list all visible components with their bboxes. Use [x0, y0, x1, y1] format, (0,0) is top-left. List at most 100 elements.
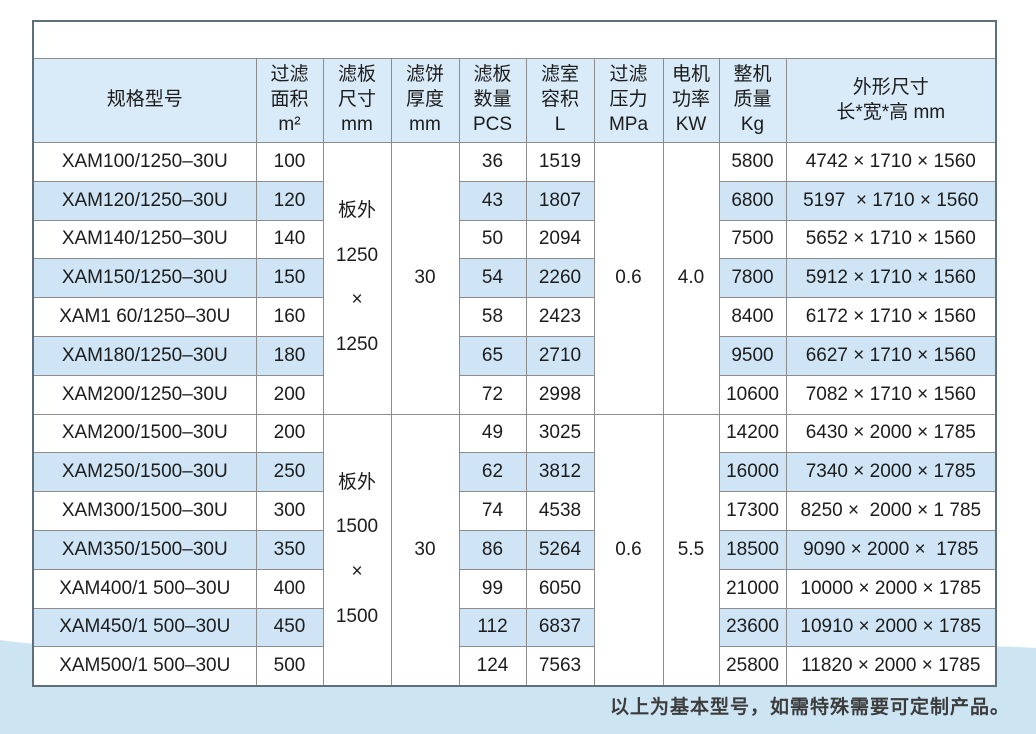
- header-filter-area: 过滤 面积 m²: [255, 58, 324, 143]
- cell-model: XAM100/1250–30U: [32, 142, 257, 182]
- cell-model: XAM200/1500–30U: [32, 413, 257, 454]
- cell-model: XAM250/1500–30U: [32, 452, 257, 493]
- spec-table-container: 自动厢式压滤机 规格型号 过滤 面积 m² 滤板 尺寸 mm 滤饼 厚度 mm …: [32, 20, 998, 688]
- cell-chamber-volume: 2710: [525, 335, 595, 376]
- cell-model: XAM350/1500–30U: [32, 529, 257, 570]
- cell-dimensions: 5197 × 1710 × 1560: [785, 180, 997, 221]
- cell-machine-weight: 6800: [718, 180, 787, 221]
- header-plate-size: 滤板 尺寸 mm: [322, 58, 392, 143]
- table-row: XAM350/1500–30U 350 86 5264 18500 9090 ×…: [32, 529, 997, 570]
- cell-model: XAM180/1250–30U: [32, 335, 257, 376]
- header-chamber-volume: 滤室 容积 L: [525, 58, 595, 143]
- cell-machine-weight: 23600: [718, 607, 787, 648]
- cell-dimensions: 4742 × 1710 × 1560: [785, 142, 997, 182]
- cell-dimensions: 9090 × 2000 × 1785: [785, 529, 997, 570]
- cell-filter-area: 100: [255, 142, 324, 182]
- cell-filter-area: 200: [255, 413, 324, 454]
- cell-filter-area: 300: [255, 491, 324, 531]
- table-row: XAM300/1500–30U 300 74 4538 17300 8250 ×…: [32, 491, 997, 531]
- cell-chamber-volume: 6050: [525, 568, 595, 609]
- cell-plate-count: 112: [458, 607, 527, 648]
- cell-filter-area: 250: [255, 452, 324, 493]
- cell-dimensions: 5912 × 1710 × 1560: [785, 258, 997, 299]
- cell-plate-count: 43: [458, 180, 527, 221]
- cell-plate-size: 板外 1250 × 1250: [322, 142, 392, 415]
- cell-machine-weight: 17300: [718, 491, 787, 531]
- cell-machine-weight: 10600: [718, 374, 787, 415]
- cell-filter-area: 200: [255, 374, 324, 415]
- cell-machine-weight: 14200: [718, 413, 787, 454]
- cell-dimensions: 6172 × 1710 × 1560: [785, 297, 997, 337]
- cell-filter-area: 160: [255, 297, 324, 337]
- cell-plate-count: 62: [458, 452, 527, 493]
- header-plate-count: 滤板 数量 PCS: [458, 58, 527, 143]
- table-row: XAM120/1250–30U 120 43 1807 6800 5197 × …: [32, 180, 997, 221]
- table-row: XAM100/1250–30U 100 板外 1250 × 1250 30 36…: [32, 142, 997, 415]
- cell-plate-count: 124: [458, 646, 527, 687]
- cell-plate-count: 86: [458, 529, 527, 570]
- table-row: XAM500/1 500–30U 500 124 7563 25800 1182…: [32, 646, 997, 687]
- cell-plate-count: 54: [458, 258, 527, 299]
- cell-filter-pressure: 0.6: [593, 413, 664, 687]
- table-row: XAM400/1 500–30U 400 99 6050 21000 10000…: [32, 568, 997, 609]
- cell-plate-count: 74: [458, 491, 527, 531]
- cell-machine-weight: 16000: [718, 452, 787, 493]
- table-row: XAM200/1250–30U 200 72 2998 10600 7082 ×…: [32, 374, 997, 415]
- cell-machine-weight: 7500: [718, 219, 787, 260]
- table-row: XAM1 60/1250–30U 160 58 2423 8400 6172 ×…: [32, 297, 997, 337]
- cell-filter-area: 180: [255, 335, 324, 376]
- cell-machine-weight: 7800: [718, 258, 787, 299]
- table-header-row: 规格型号 过滤 面积 m² 滤板 尺寸 mm 滤饼 厚度 mm 滤板 数量 PC…: [32, 58, 997, 143]
- cell-machine-weight: 21000: [718, 568, 787, 609]
- cell-dimensions: 10000 × 2000 × 1785: [785, 568, 997, 609]
- cell-model: XAM150/1250–30U: [32, 258, 257, 299]
- cell-filter-pressure: 0.6: [593, 142, 664, 415]
- cell-motor-power: 4.0: [662, 142, 720, 415]
- page-title: 自动厢式压滤机: [32, 20, 997, 59]
- cell-model: XAM120/1250–30U: [32, 180, 257, 221]
- cell-model: XAM1 60/1250–30U: [32, 297, 257, 337]
- cell-model: XAM300/1500–30U: [32, 491, 257, 531]
- cell-dimensions: 7082 × 1710 × 1560: [785, 374, 997, 415]
- cell-plate-count: 58: [458, 297, 527, 337]
- table-row: XAM200/1500–30U 200 板外 1500 × 1500 30 49…: [32, 413, 997, 687]
- cell-chamber-volume: 1519: [525, 142, 595, 182]
- table-title-row: 自动厢式压滤机: [32, 20, 997, 59]
- cell-model: XAM140/1250–30U: [32, 219, 257, 260]
- cell-dimensions: 6430 × 2000 × 1785: [785, 413, 997, 454]
- cell-filter-area: 140: [255, 219, 324, 260]
- table-row: XAM180/1250–30U 180 65 2710 9500 6627 × …: [32, 335, 997, 376]
- header-machine-weight: 整机 质量 Kg: [718, 58, 787, 143]
- cell-dimensions: 11820 × 2000 × 1785: [785, 646, 997, 687]
- cell-model: XAM500/1 500–30U: [32, 646, 257, 687]
- cell-model: XAM450/1 500–30U: [32, 607, 257, 648]
- cell-machine-weight: 8400: [718, 297, 787, 337]
- cell-cake-thickness: 30: [390, 413, 460, 687]
- cell-chamber-volume: 1807: [525, 180, 595, 221]
- table-row: XAM140/1250–30U 140 50 2094 7500 5652 × …: [32, 219, 997, 260]
- header-cake-thickness: 滤饼 厚度 mm: [390, 58, 460, 143]
- table-row: XAM450/1 500–30U 450 112 6837 23600 1091…: [32, 607, 997, 648]
- table-row: XAM250/1500–30U 250 62 3812 16000 7340 ×…: [32, 452, 997, 493]
- cell-dimensions: 8250 × 2000 × 1 785: [785, 491, 997, 531]
- cell-chamber-volume: 3025: [525, 413, 595, 454]
- cell-chamber-volume: 2260: [525, 258, 595, 299]
- header-filter-pressure: 过滤 压力 MPa: [593, 58, 664, 143]
- header-model: 规格型号: [32, 58, 257, 143]
- cell-filter-area: 400: [255, 568, 324, 609]
- cell-chamber-volume: 6837: [525, 607, 595, 648]
- cell-chamber-volume: 4538: [525, 491, 595, 531]
- cell-chamber-volume: 2094: [525, 219, 595, 260]
- header-motor-power: 电机 功率 KW: [662, 58, 720, 143]
- cell-motor-power: 5.5: [662, 413, 720, 687]
- cell-chamber-volume: 7563: [525, 646, 595, 687]
- cell-dimensions: 7340 × 2000 × 1785: [785, 452, 997, 493]
- cell-filter-area: 150: [255, 258, 324, 299]
- cell-chamber-volume: 2998: [525, 374, 595, 415]
- cell-chamber-volume: 3812: [525, 452, 595, 493]
- cell-filter-area: 350: [255, 529, 324, 570]
- spec-table: 自动厢式压滤机 规格型号 过滤 面积 m² 滤板 尺寸 mm 滤饼 厚度 mm …: [32, 20, 998, 688]
- table-row: XAM150/1250–30U 150 54 2260 7800 5912 × …: [32, 258, 997, 299]
- cell-model: XAM400/1 500–30U: [32, 568, 257, 609]
